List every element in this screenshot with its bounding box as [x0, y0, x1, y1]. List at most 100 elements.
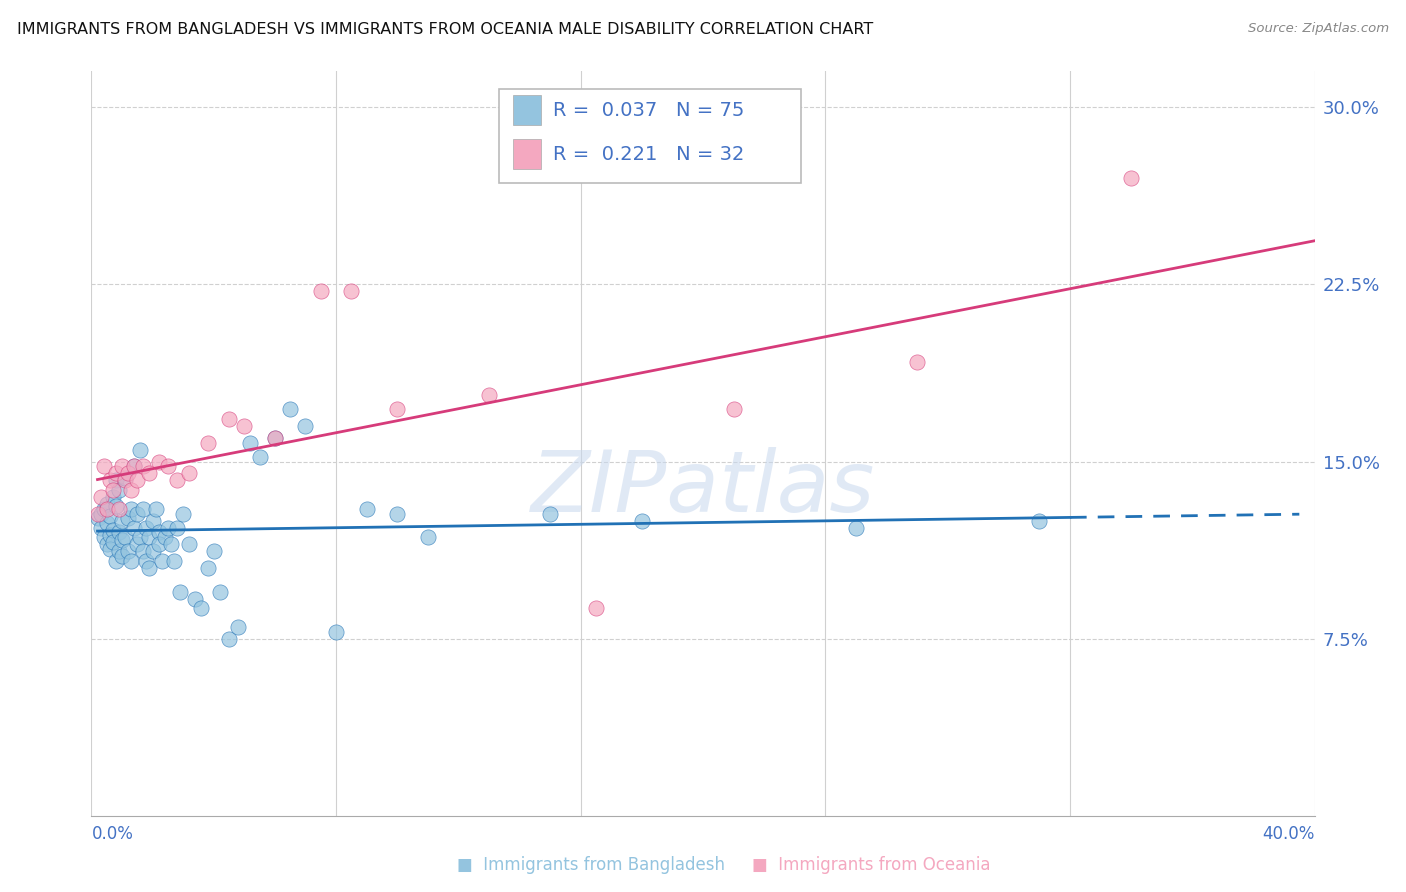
- Point: [104, 554, 127, 568]
- Point: [132, 459, 155, 474]
- Text: Source: ZipAtlas.com: Source: ZipAtlas.com: [1249, 22, 1389, 36]
- Point: [190, 601, 212, 615]
- Point: [905, 355, 928, 369]
- Point: [538, 507, 561, 521]
- Point: [114, 471, 136, 485]
- Text: R =  0.221   N = 32: R = 0.221 N = 32: [553, 145, 744, 163]
- Point: [156, 459, 179, 474]
- Point: [98, 508, 121, 523]
- Point: [104, 467, 127, 481]
- Text: R =  0.037   N = 75: R = 0.037 N = 75: [553, 101, 744, 120]
- Point: [138, 530, 160, 544]
- Point: [208, 584, 231, 599]
- Point: [233, 419, 256, 434]
- Point: [145, 501, 167, 516]
- Point: [90, 490, 112, 504]
- Point: [294, 419, 316, 434]
- Point: [135, 521, 157, 535]
- Point: [249, 450, 271, 464]
- Point: [148, 537, 170, 551]
- Point: [98, 541, 121, 556]
- Point: [585, 601, 607, 615]
- Point: [101, 483, 124, 497]
- Text: ZIPatlas: ZIPatlas: [531, 447, 875, 530]
- Point: [108, 525, 131, 540]
- Text: ■  Immigrants from Bangladesh: ■ Immigrants from Bangladesh: [457, 856, 724, 874]
- Point: [340, 285, 363, 299]
- Point: [226, 620, 249, 634]
- Point: [108, 483, 131, 497]
- Point: [138, 467, 160, 481]
- Point: [129, 442, 152, 457]
- Point: [218, 412, 240, 426]
- Point: [141, 544, 163, 558]
- Point: [117, 511, 139, 525]
- Point: [120, 554, 142, 568]
- Point: [93, 530, 115, 544]
- Point: [111, 459, 134, 474]
- Point: [166, 521, 188, 535]
- Point: [184, 591, 207, 606]
- Point: [132, 501, 155, 516]
- Point: [385, 402, 409, 417]
- Point: [278, 402, 301, 417]
- Point: [156, 521, 179, 535]
- Point: [264, 431, 287, 445]
- Point: [101, 535, 124, 549]
- Point: [197, 561, 219, 575]
- Point: [104, 474, 127, 488]
- Point: [631, 514, 654, 528]
- Point: [120, 483, 142, 497]
- Point: [202, 544, 225, 558]
- Point: [98, 474, 121, 488]
- Text: ■  Immigrants from Oceania: ■ Immigrants from Oceania: [752, 856, 991, 874]
- Point: [117, 544, 139, 558]
- Point: [160, 537, 183, 551]
- Point: [127, 474, 149, 488]
- Point: [172, 507, 194, 521]
- Point: [135, 554, 157, 568]
- Point: [166, 474, 188, 488]
- Point: [129, 530, 152, 544]
- Point: [114, 474, 136, 488]
- Point: [111, 549, 134, 563]
- Point: [86, 507, 108, 521]
- Point: [356, 501, 378, 516]
- Point: [132, 544, 155, 558]
- Point: [1028, 514, 1050, 528]
- Point: [104, 500, 127, 514]
- Point: [153, 530, 176, 544]
- Point: [1121, 170, 1143, 185]
- Point: [218, 632, 240, 646]
- Point: [478, 388, 501, 402]
- Point: [148, 525, 170, 540]
- Point: [309, 285, 332, 299]
- Point: [96, 537, 118, 551]
- Point: [108, 544, 131, 558]
- Point: [117, 467, 139, 481]
- Point: [325, 624, 347, 639]
- Point: [416, 530, 439, 544]
- Point: [93, 459, 115, 474]
- Point: [169, 584, 191, 599]
- Point: [101, 490, 124, 504]
- Point: [141, 514, 163, 528]
- Point: [122, 459, 145, 474]
- Point: [179, 537, 201, 551]
- Point: [108, 501, 131, 516]
- Point: [163, 554, 186, 568]
- Point: [138, 561, 160, 575]
- Point: [197, 435, 219, 450]
- Point: [127, 507, 149, 521]
- Point: [101, 523, 124, 537]
- Text: 40.0%: 40.0%: [1263, 825, 1315, 843]
- Point: [127, 537, 149, 551]
- Point: [90, 507, 112, 521]
- Point: [148, 454, 170, 468]
- Point: [114, 530, 136, 544]
- Point: [264, 431, 287, 445]
- Point: [150, 554, 173, 568]
- Text: 0.0%: 0.0%: [91, 825, 134, 843]
- Point: [90, 521, 112, 535]
- Point: [120, 501, 142, 516]
